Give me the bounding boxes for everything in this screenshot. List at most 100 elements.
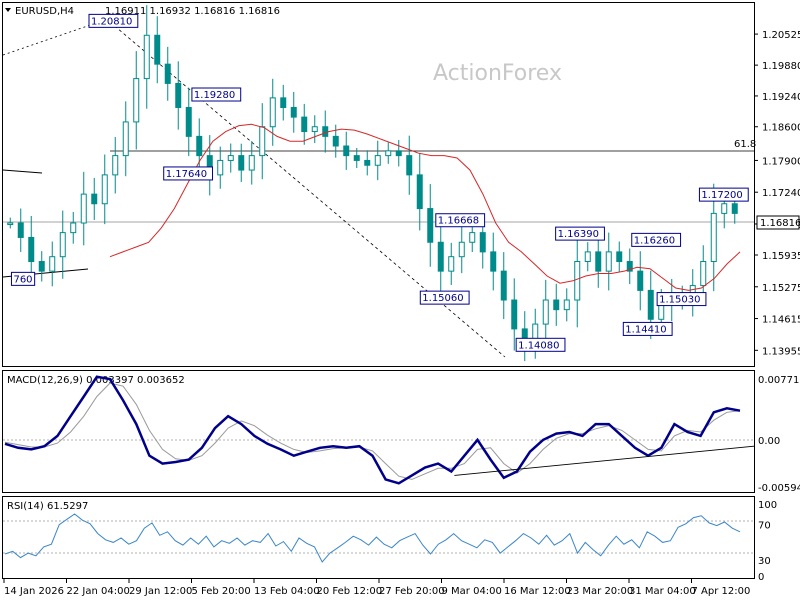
candle-body [658,304,665,320]
trendline-downtrend [109,21,506,358]
candle-body [28,236,35,263]
candle-body [626,261,633,272]
macd-signal-line [4,382,741,480]
moving-average-line [109,123,741,291]
price-panel [2,2,755,367]
time-axis: 14 Jan 2026 22 Jan 04:00 29 Jan 12:00 5 Feb… [3,579,750,597]
candle-body [185,106,192,137]
candle-body [133,78,140,123]
candle-body [605,251,612,272]
price-label: 1.15030 [659,295,700,306]
candle-body [637,270,644,291]
collapse-arrow-icon[interactable] [5,8,11,12]
current-price-box [756,215,800,230]
candle-body [437,241,444,272]
candle-body [406,155,413,176]
candle-body [154,34,161,65]
candle-body [122,121,129,157]
candle-body [731,203,738,214]
candle-body [101,174,108,205]
price-label-box [88,13,139,28]
candle-body [511,299,518,330]
price-label: 1.16390 [558,229,599,240]
candle-body [311,126,318,133]
candle-body [70,222,77,234]
time-tick-label: 27 Feb 20:00 [379,586,445,597]
chart-symbol: EURUSD,H4 [15,6,74,17]
time-tick-label: 29 Jan 12:00 [129,586,192,597]
price-label-box [631,232,682,247]
candle-body [374,155,381,166]
price-tick-label: 1.17900 [762,156,800,167]
candle-body [353,155,360,161]
candle-body [17,222,24,238]
candle-body [227,155,234,161]
price-labels-group: 1.20810 1.19280 1.17640 1.16668 1.15060 1.140… [10,13,749,352]
candle-body [584,251,591,263]
macd-tick-label: -0.005944 [758,483,800,494]
price-label: 760 [13,274,32,285]
candle-body [91,193,98,205]
candle-body [563,299,570,311]
price-label-box [555,226,605,241]
macd-tick-label: 0.007712 [758,375,800,386]
watermark: ActionForex [433,61,562,86]
candle-body [259,126,266,157]
chart-ohlc: 1.16911 1.16932 1.16816 1.16816 [105,6,280,17]
price-label-box [622,321,673,336]
fib-618-label: 61.8 [734,139,756,150]
macd-panel [2,370,755,493]
price-tick-label: 1.17240 [762,188,800,199]
candle-body [280,97,287,108]
price-label: 1.17200 [701,190,742,201]
price-tick-label: 1.15935 [762,251,800,262]
price-tick-label: 1.19880 [762,61,800,72]
rsi-tick-label: 70 [758,521,771,532]
rsi-tick-label: 0 [758,572,764,583]
price-label: 1.17640 [166,169,207,180]
candle-body [595,251,602,272]
candle-body [616,251,623,263]
rsi-axis: 100 70 30 0 [758,500,777,583]
candle-body [332,135,339,147]
price-axis: 1.20525 1.19880 1.19240 1.18600 1.17900 1.172… [754,30,800,357]
candle-body [647,289,654,320]
candle-body [238,155,245,171]
price-label: 1.16668 [438,216,479,227]
candle-body [217,159,224,176]
rsi-panel [2,496,755,579]
price-label: 1.19280 [194,90,235,101]
price-label: 1.15060 [422,293,463,304]
price-label: 1.14410 [625,324,666,335]
price-label: 1.20810 [91,16,132,27]
time-tick-label: 5 Feb 20:00 [192,586,251,597]
candle-body [574,261,581,301]
candle-body [542,299,549,325]
price-label-box [419,290,470,305]
candle-body [38,261,45,272]
candle-body [143,34,150,80]
price-label: 1.16260 [634,235,675,246]
time-tick-label: 31 Mar 04:00 [629,586,696,597]
time-tick-label: 14 Jan 2026 [4,586,64,597]
candle-body [7,222,14,226]
candle-body [269,97,276,128]
time-tick-label: 23 Mar 20:00 [567,586,634,597]
candle-body [196,135,203,157]
current-price-value: 1.16816 [760,218,800,229]
time-tick-label: 13 Feb 04:00 [254,586,320,597]
macd-axis: 0.007712 0.00 -0.005944 [758,375,800,494]
candle-body [700,261,707,287]
candle-body [395,150,402,157]
candle-body [385,150,392,157]
time-tick-label: 22 Jan 04:00 [67,586,130,597]
time-tick-label: 16 Mar 12:00 [504,586,571,597]
rsi-title: RSI(14) 61.5297 [7,501,88,512]
candle-body [469,232,476,243]
candle-body [290,106,297,118]
trendline-left-resistance [2,169,43,174]
candles-group [7,5,738,362]
candle-body [248,155,255,171]
macd-trendline [454,445,755,476]
